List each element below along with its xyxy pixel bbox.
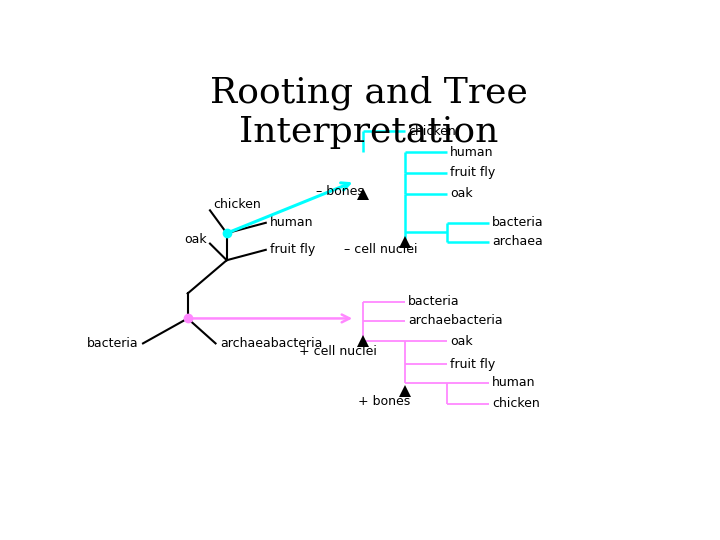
Text: bacteria: bacteria	[492, 217, 544, 230]
Text: archaebacteria: archaebacteria	[408, 314, 503, 327]
Text: archaea: archaea	[492, 235, 542, 248]
Text: human: human	[450, 146, 493, 159]
Text: bacteria: bacteria	[87, 337, 138, 350]
Text: – bones: – bones	[316, 185, 364, 198]
Text: oak: oak	[450, 335, 472, 348]
Text: human: human	[270, 217, 314, 230]
Text: human: human	[492, 376, 535, 389]
Text: oak: oak	[450, 187, 472, 200]
Text: fruit fly: fruit fly	[450, 357, 495, 370]
Text: oak: oak	[184, 233, 207, 246]
Text: fruit fly: fruit fly	[270, 244, 315, 256]
Text: chicken: chicken	[408, 125, 456, 138]
Text: bacteria: bacteria	[408, 295, 459, 308]
Text: chicken: chicken	[492, 397, 539, 410]
Text: archaeabacteria: archaeabacteria	[220, 337, 323, 350]
Text: fruit fly: fruit fly	[450, 166, 495, 179]
Text: chicken: chicken	[213, 198, 261, 211]
Text: + cell nuclei: + cell nuclei	[300, 345, 377, 358]
Text: – cell nuclei: – cell nuclei	[344, 244, 418, 256]
Text: + bones: + bones	[358, 395, 410, 408]
Text: Rooting and Tree
Interpretation: Rooting and Tree Interpretation	[210, 75, 528, 149]
